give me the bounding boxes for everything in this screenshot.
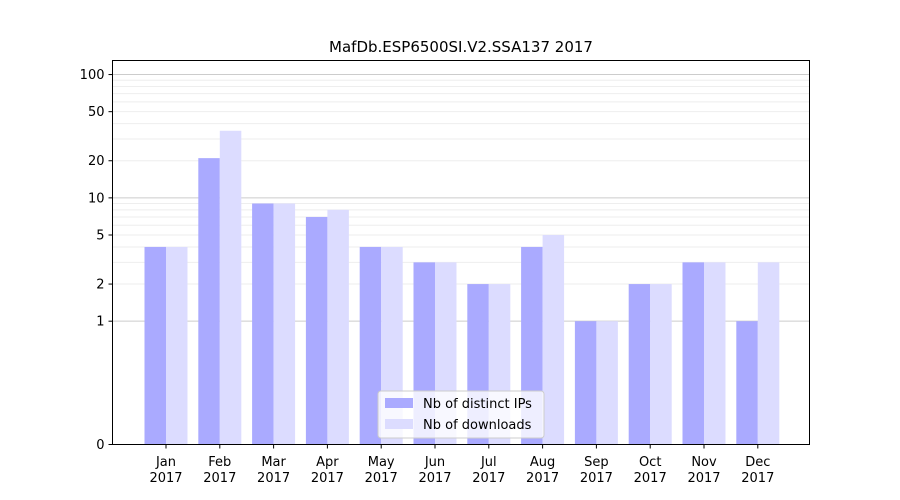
- x-tick-label-month: Feb: [208, 455, 231, 470]
- x-tick-label-year: 2017: [634, 471, 667, 486]
- x-tick-label-month: Jun: [424, 455, 445, 470]
- x-tick-label-month: Apr: [316, 455, 339, 470]
- y-tick-label: 20: [88, 154, 105, 169]
- bar-ips-jan: [144, 246, 166, 445]
- x-tick-label-month: Dec: [745, 455, 770, 470]
- x-tick-label-year: 2017: [203, 471, 236, 486]
- x-tick-label-month: Jan: [155, 455, 176, 470]
- legend-label-ips: Nb of distinct IPs: [423, 397, 532, 412]
- y-tick-label: 50: [88, 105, 105, 120]
- bar-downloads-dec: [757, 262, 780, 445]
- x-tick-label-year: 2017: [365, 471, 398, 486]
- bar-ips-dec: [736, 321, 758, 445]
- bar-downloads-aug: [542, 234, 565, 445]
- bar-downloads-mar: [273, 203, 296, 445]
- x-tick-label-year: 2017: [472, 471, 505, 486]
- legend-box: [377, 390, 545, 439]
- x-tick-label-year: 2017: [418, 471, 451, 486]
- x-tick-label-month: Aug: [530, 455, 555, 470]
- bar-downloads-nov: [704, 262, 726, 445]
- bar-downloads-oct: [650, 284, 672, 445]
- bar-downloads-jan: [166, 246, 188, 445]
- legend-label-downloads: Nb of downloads: [423, 418, 532, 433]
- bar-ips-oct: [628, 284, 651, 445]
- chart-title: MafDb.ESP6500SI.V2.SSA137 2017: [329, 38, 593, 56]
- y-tick-label: 0: [96, 438, 104, 453]
- x-tick-label-year: 2017: [526, 471, 559, 486]
- bar-downloads-apr: [327, 209, 349, 445]
- bar-ips-apr: [305, 216, 328, 445]
- bar-ips-mar: [252, 203, 274, 445]
- bar-ips-sep: [574, 321, 597, 445]
- y-tick-label: 10: [88, 191, 105, 206]
- x-tick-label-year: 2017: [580, 471, 613, 486]
- y-tick-label: 100: [80, 68, 105, 83]
- y-tick-label: 5: [96, 228, 104, 243]
- bar-downloads-feb: [219, 130, 242, 445]
- y-axis: 0 1 2 5 10 20 50 100: [80, 68, 113, 453]
- bar-downloads-sep: [596, 321, 618, 445]
- bar-ips-may: [359, 246, 382, 445]
- x-tick-label-month: Sep: [584, 455, 609, 470]
- x-tick-label-year: 2017: [687, 471, 720, 486]
- legend-swatch-ips: [385, 398, 413, 408]
- x-tick-label-year: 2017: [311, 471, 344, 486]
- bar-ips-nov: [682, 262, 704, 445]
- x-tick-label-month: Mar: [261, 455, 286, 470]
- y-tick-label: 2: [96, 278, 104, 293]
- x-tick-label-month: Oct: [639, 455, 661, 470]
- x-tick-label-month: Nov: [691, 455, 717, 470]
- y-tick-label: 1: [96, 315, 104, 330]
- x-tick-label-year: 2017: [149, 471, 182, 486]
- x-tick-label-month: May: [368, 455, 395, 470]
- x-axis: Jan2017Feb2017Mar2017Apr2017May2017Jun20…: [149, 444, 774, 486]
- x-tick-label-month: Jul: [480, 455, 497, 470]
- legend: Nb of distinct IPs Nb of downloads: [377, 390, 545, 439]
- legend-swatch-downloads: [385, 419, 413, 429]
- x-tick-label-year: 2017: [257, 471, 290, 486]
- plot-frame: [112, 60, 810, 445]
- x-tick-label-year: 2017: [741, 471, 774, 486]
- bar-ips-feb: [198, 158, 220, 445]
